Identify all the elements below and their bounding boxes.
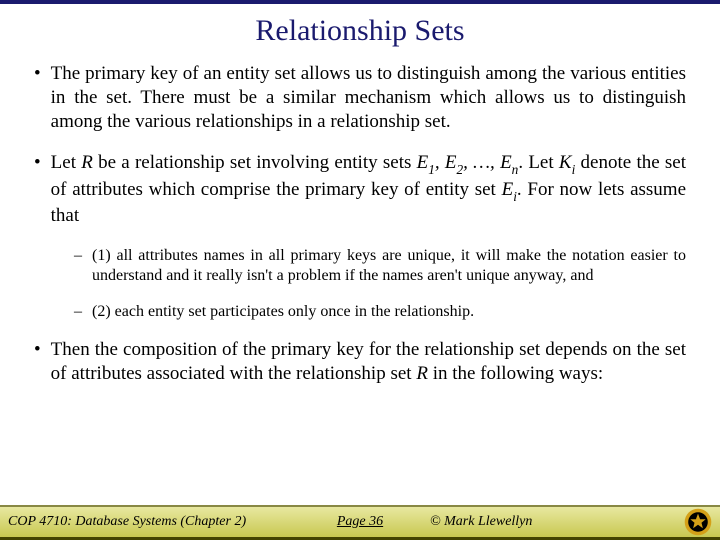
bullet-text: Let R be a relationship set involving en… [51,151,686,228]
slide-content: • The primary key of an entity set allow… [0,62,720,505]
slide-footer: COP 4710: Database Systems (Chapter 2) P… [0,505,720,540]
sub-bullet-item: – (1) all attributes names in all primar… [74,246,686,286]
bullet-text: The primary key of an entity set allows … [51,62,686,133]
slide-title: Relationship Sets [0,4,720,62]
sub-bullet-item: – (2) each entity set participates only … [74,302,686,322]
bullet-marker: • [34,62,41,133]
ucf-logo-icon [684,508,712,536]
bullet-item: • Then the composition of the primary ke… [34,338,686,386]
sub-bullet-marker: – [74,302,82,322]
footer-course: COP 4710: Database Systems (Chapter 2) [8,514,246,530]
sub-bullet-text: (2) each entity set participates only on… [92,302,686,322]
bullet-marker: • [34,338,41,386]
sub-bullet-marker: – [74,246,82,286]
footer-author: © Mark Llewellyn [430,514,532,530]
slide: Relationship Sets • The primary key of a… [0,0,720,540]
bullet-text: Then the composition of the primary key … [51,338,686,386]
bullet-item: • Let R be a relationship set involving … [34,151,686,228]
sub-bullet-text: (1) all attributes names in all primary … [92,246,686,286]
footer-page: Page 36 [337,514,383,530]
bullet-marker: • [34,151,41,228]
bullet-item: • The primary key of an entity set allow… [34,62,686,133]
